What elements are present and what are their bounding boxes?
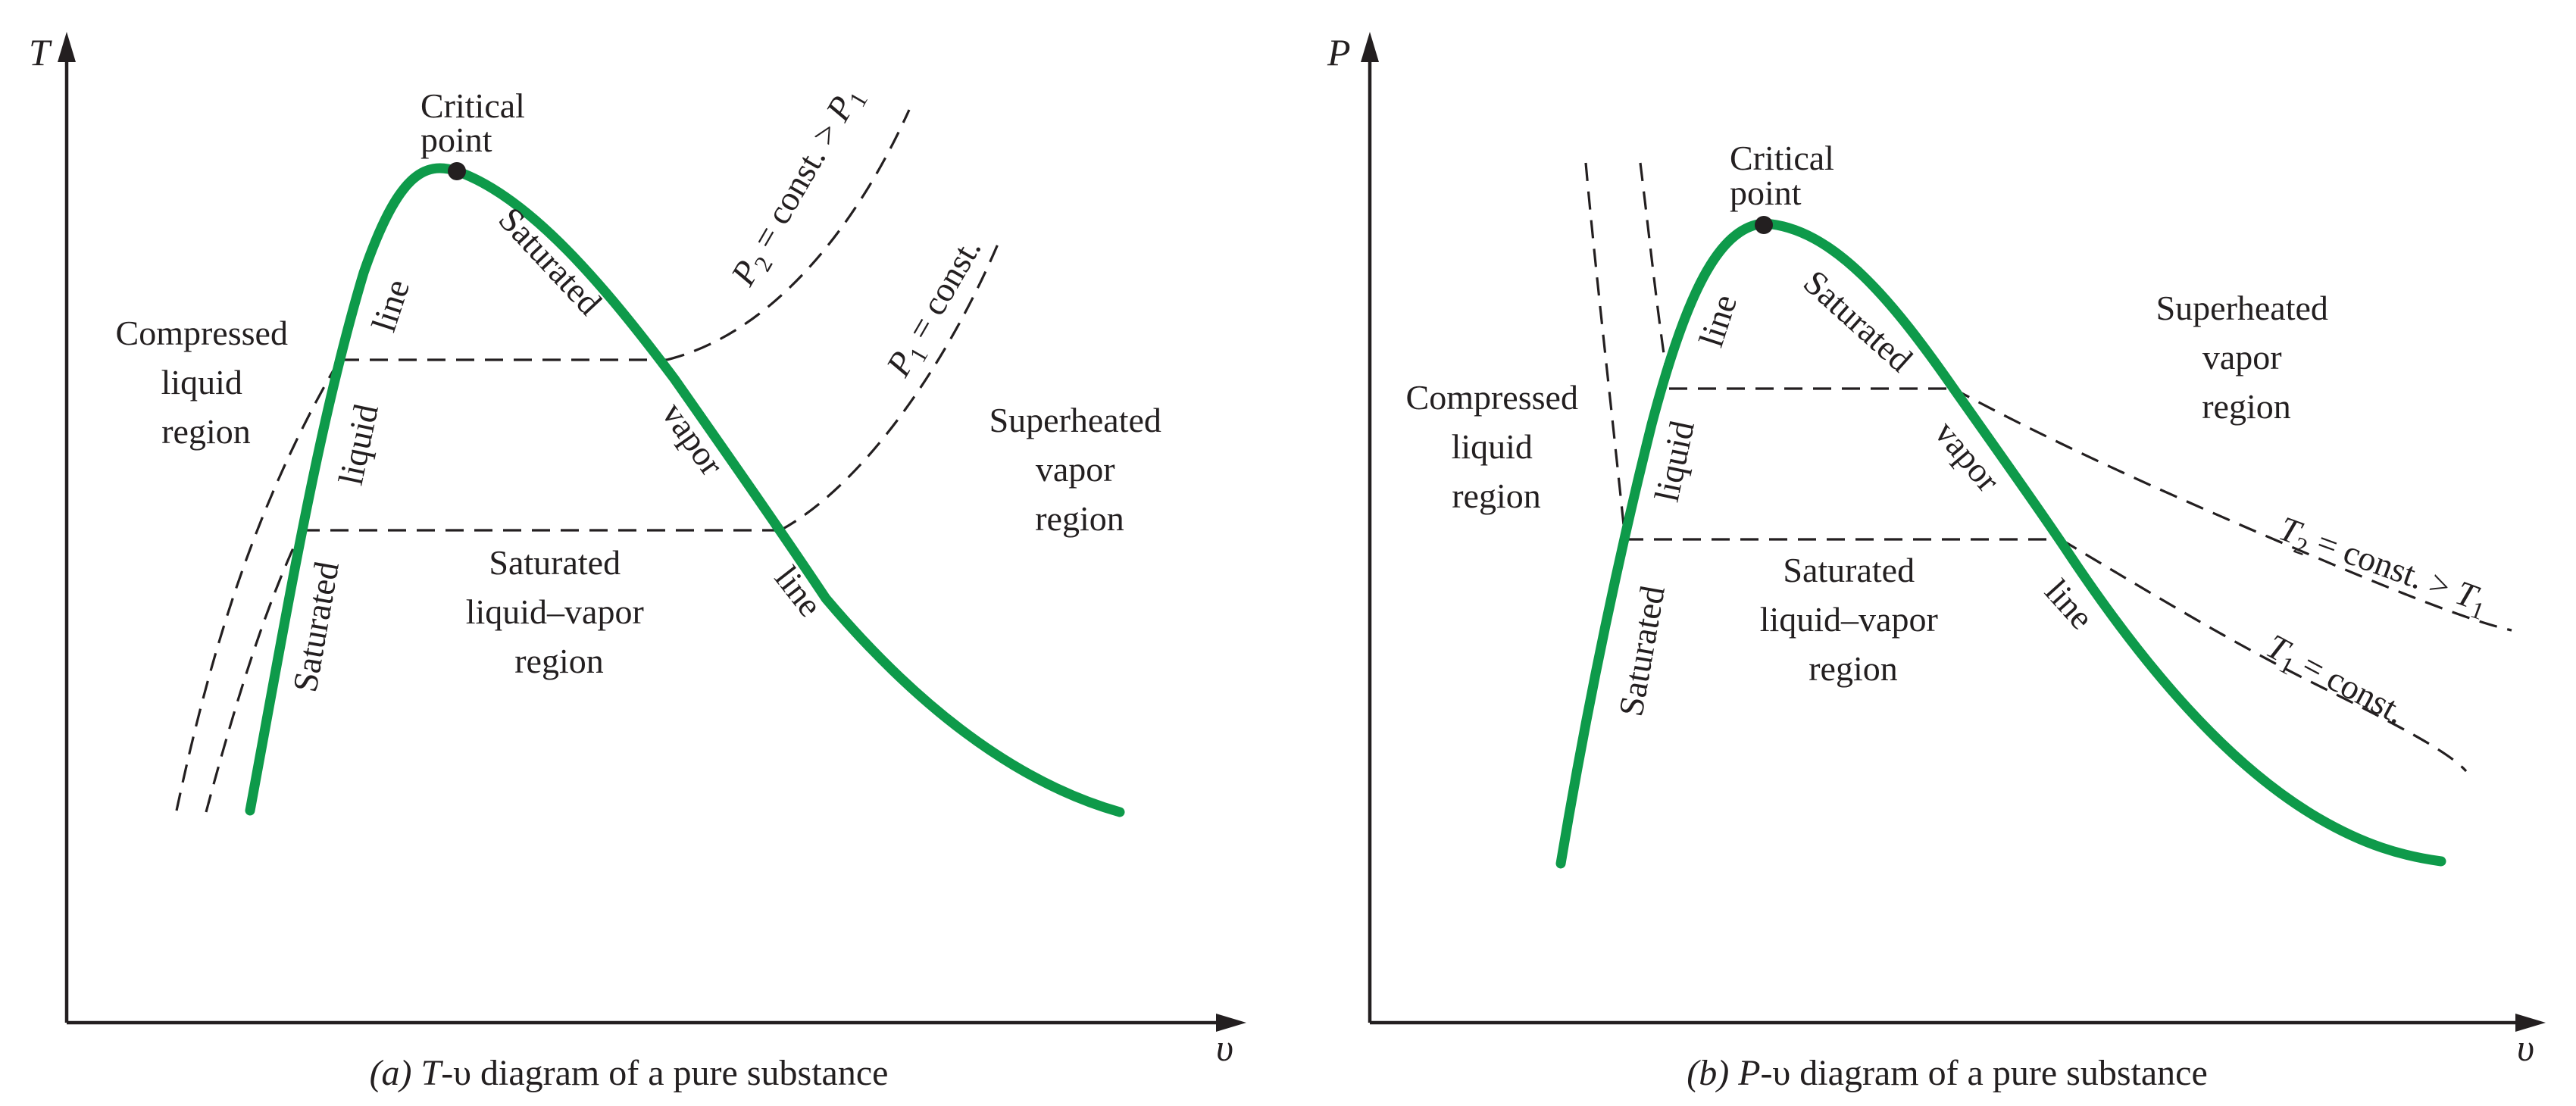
pv-isotherm-t2-superheat <box>1952 387 2512 632</box>
tv-compressed-isobar-2 <box>205 530 303 813</box>
pv-compressed-liquid-label: Compressed liquid region <box>1406 378 1587 515</box>
pv-critical-point-label: Critical point <box>1730 139 1843 212</box>
tv-sat-liquid-word-3: line <box>364 275 417 336</box>
pv-caption: (b) P-υ diagram of a pure substance <box>1687 1053 2208 1093</box>
tv-isobar-p2-superheat <box>666 109 911 361</box>
tv-critical-point-label: Critical point <box>420 86 533 159</box>
tv-two-phase-label: Saturated liquid–vapor region <box>466 543 653 680</box>
pv-diagram: P υ Critical point Compressed liquid reg… <box>1327 31 2546 1093</box>
pv-compressed-isotherm-1 <box>1584 162 1627 540</box>
pv-sat-liquid-word-3: line <box>1691 290 1744 351</box>
tv-isobar-p2-label: P2 = const. > P1 <box>723 79 873 295</box>
pv-x-axis-label: υ <box>2517 1026 2534 1069</box>
tv-critical-point-marker <box>448 162 466 180</box>
pv-saturation-dome <box>1555 218 2446 869</box>
pv-critical-point-marker <box>1755 216 1773 234</box>
tv-x-arrowhead <box>1216 1014 1246 1032</box>
pv-isotherm-t1-superheat <box>2060 538 2468 773</box>
tv-superheated-vapor-label: Superheated vapor region <box>989 401 1171 538</box>
tv-compressed-isobar-1 <box>175 359 341 811</box>
tv-isobar-p1-superheat <box>780 242 1000 532</box>
tv-x-axis-label: υ <box>1216 1026 1233 1069</box>
tv-saturation-dome <box>245 163 1125 817</box>
pv-isotherm-t1-label: T1 = const. <box>2258 626 2412 736</box>
pv-sat-liquid-word-1: Saturated <box>1612 583 1672 719</box>
pv-two-phase-label: Saturated liquid–vapor region <box>1760 551 1947 688</box>
tv-sat-liquid-word-2: liquid <box>331 401 386 489</box>
tv-compressed-liquid-label: Compressed liquid region <box>116 314 297 451</box>
tv-sat-vapor-word-3: line <box>767 559 830 624</box>
tv-sat-vapor-word-1: Saturated <box>491 200 609 323</box>
pv-y-arrowhead <box>1361 32 1379 62</box>
pv-compressed-isotherm-2 <box>1639 162 1671 389</box>
pv-x-arrowhead <box>2515 1014 2546 1032</box>
pv-y-axis-label: P <box>1327 31 1351 73</box>
tv-diagram: T υ Critical point Compressed liquid reg… <box>29 31 1246 1093</box>
tv-y-arrowhead <box>58 32 76 62</box>
pv-isotherm-t2-label: T2 = const. > T1 <box>2272 508 2493 625</box>
pv-superheated-vapor-label: Superheated vapor region <box>2156 289 2337 426</box>
tv-y-axis-label: T <box>29 31 52 73</box>
tv-caption: (a) T-υ diagram of a pure substance <box>370 1053 889 1093</box>
